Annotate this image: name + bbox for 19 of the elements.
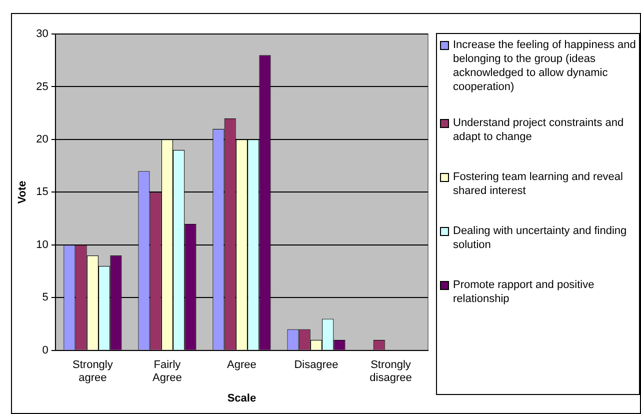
x-tick-label: Strongly disagree [370, 359, 412, 384]
x-tick-label: Fairly Agree [152, 359, 182, 384]
y-tick-label: 25 [36, 80, 48, 93]
y-tick-label: 0 [42, 344, 48, 356]
legend-label: Promote rapport and positive relationship [453, 278, 596, 306]
y-tick-label: 5 [42, 292, 48, 304]
x-tick-label: Disagree [294, 359, 338, 372]
x-tick-label: Strongly agree [72, 359, 114, 384]
legend-label: Dealing with uncertainty and finding solution [453, 224, 628, 252]
legend-label: Understand project constraints and adapt to change [453, 116, 625, 144]
y-tick-label: 20 [36, 134, 48, 146]
legend-label: Increase the feeling of happiness and belonging to the group (ideas acknowledged to allow dynamic cooperation) [453, 38, 637, 94]
y-tick-label: 15 [36, 186, 48, 198]
legend-label: Fostering team learning and reveal shared interest [453, 170, 624, 198]
y-tick-label: 10 [36, 238, 48, 251]
y-axis-title: Vote [16, 180, 29, 204]
y-tick-label: 30 [36, 28, 48, 40]
x-tick-label: Agree [227, 359, 256, 372]
x-axis-title: Scale [227, 392, 256, 404]
